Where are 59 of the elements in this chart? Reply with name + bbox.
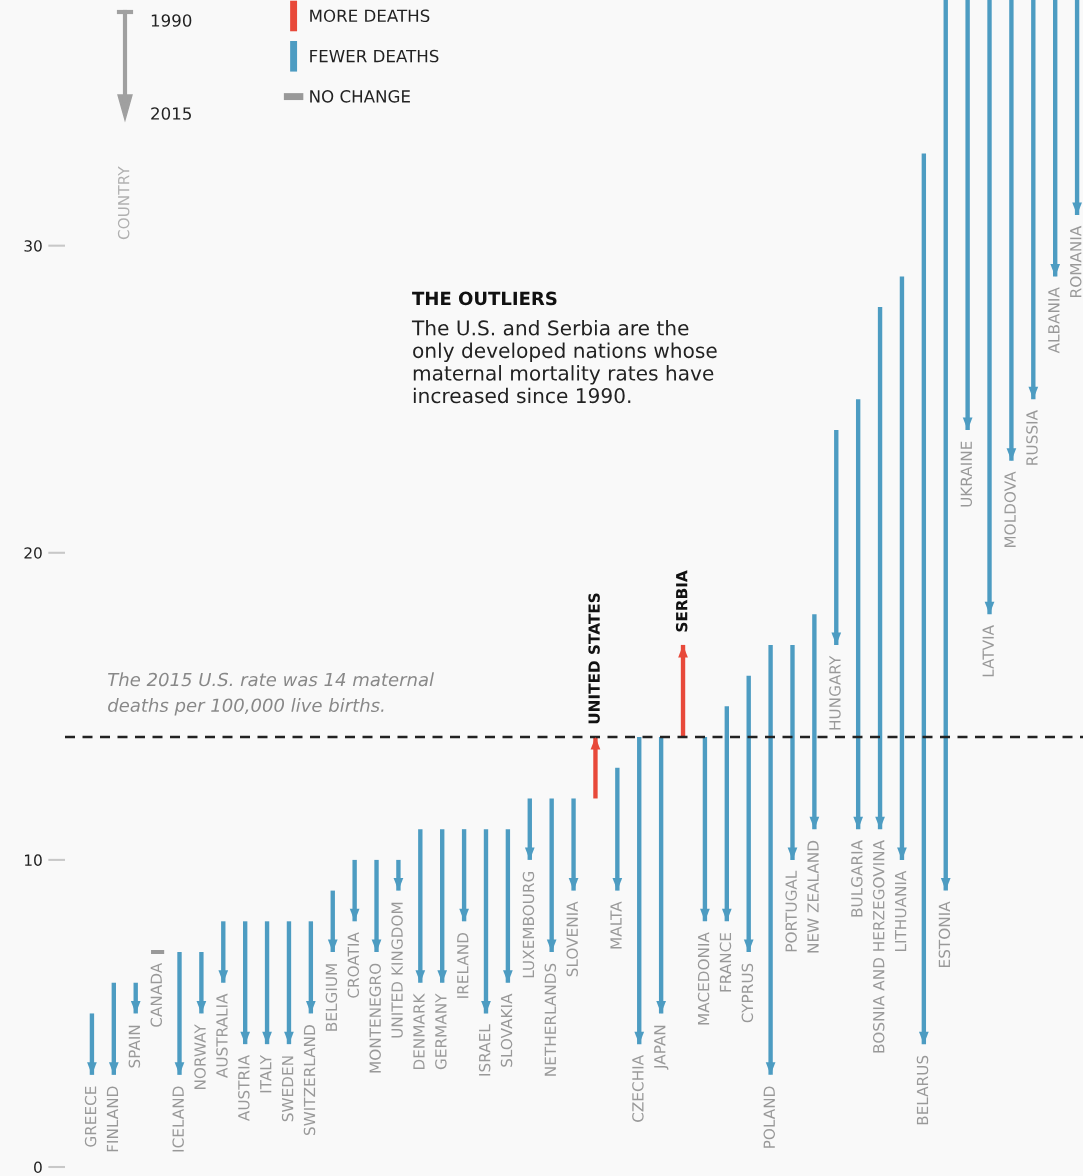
x-tick-label: LUXEMBOURG [522, 871, 535, 978]
x-tick-label: JAPAN [654, 1025, 669, 1070]
x-tick-label: MACEDONIA [697, 932, 710, 1025]
x-tick-label: AUSTRIA [238, 1055, 250, 1122]
x-tick-label: SERBIA [675, 570, 688, 632]
x-tick-label: DENMARK [413, 993, 425, 1070]
x-tick-label: BULGARIA [851, 840, 863, 917]
x-tick-label: LATVIA [982, 625, 994, 677]
legend-label: MORE DEATHS [310, 9, 430, 23]
x-tick-label: MONTENEGRO [369, 963, 381, 1073]
x-tick-label: CROATIA [347, 932, 360, 998]
x-tick-label: GREECE [84, 1086, 97, 1147]
x-tick-label: ALBANIA [1048, 287, 1060, 354]
x-tick-label: IRELAND [457, 932, 469, 998]
x-tick-label: BELGIUM [325, 964, 338, 1031]
x-tick-label: SWEDEN [281, 1056, 294, 1122]
x-tick-label: MOLDOVA [1004, 471, 1016, 548]
x-tick-label: POLAND [763, 1086, 776, 1148]
x-tick-label: ESTONIA [938, 901, 951, 967]
x-tick-label: PORTUGAL [785, 870, 797, 952]
x-tick-label: ICELAND [172, 1086, 184, 1152]
annotation: COUNTRY [117, 166, 130, 240]
ref-line-label: The 2015 U.S. rate was 14 maternal deaths per 100,000 live births. [108, 672, 434, 716]
legend-label: FEWER DEATHS [310, 49, 439, 63]
x-tick-label: GERMANY [435, 993, 447, 1070]
x-tick-label: LITHUANIA [895, 870, 907, 951]
y-tick-label: 20 [24, 547, 42, 559]
annotation: THE OUTLIERS [412, 291, 557, 306]
x-tick-label: FINLAND [106, 1086, 119, 1152]
x-tick-label: NEW ZEALAND [807, 840, 819, 953]
x-tick-label: MALTA [610, 901, 622, 949]
legend-label: NO CHANGE [310, 90, 410, 103]
x-tick-label: RUSSIA [1026, 410, 1038, 465]
y-tick-label: 0 [34, 1161, 42, 1174]
x-tick-label: CYPRUS [741, 963, 754, 1023]
x-tick-label: SLOVAKIA [500, 993, 513, 1067]
x-tick-label: UNITED STATES [588, 593, 600, 724]
y-tick-label: 30 [24, 240, 42, 252]
x-tick-label: BELARUS [916, 1055, 929, 1125]
x-tick-label: BOSNIA AND HERZEGOVINA [872, 840, 885, 1053]
annotation: 1990 [151, 14, 192, 27]
annotation: The U.S. and Serbia are the only developed nations whose maternal mortality rates have increased since 1990. [411, 320, 717, 404]
x-tick-label: FRANCE [719, 933, 732, 992]
x-tick-label: AUSTRALIA [216, 993, 228, 1078]
x-tick-label: SWITZERLAND [303, 1025, 316, 1136]
x-tick-label: UNITED KINGDOM [391, 902, 403, 1038]
x-tick-label: SPAIN [128, 1025, 141, 1068]
x-tick-label: NORWAY [194, 1024, 206, 1090]
x-tick-label: HUNGARY [829, 655, 841, 730]
x-tick-label: ROMANIA [1069, 225, 1082, 297]
x-tick-label: ITALY [260, 1054, 272, 1093]
x-tick-label: CANADA [150, 962, 163, 1027]
y-tick-label: 10 [25, 854, 42, 866]
x-tick-label: CZECHIA [632, 1055, 644, 1122]
annotation: 2015 [151, 107, 191, 120]
x-tick-label: ISRAEL [478, 1024, 491, 1076]
x-tick-label: NETHERLANDS [544, 963, 557, 1076]
x-tick-label: SLOVENIA [566, 901, 578, 977]
x-tick-label: UKRAINE [960, 441, 973, 507]
